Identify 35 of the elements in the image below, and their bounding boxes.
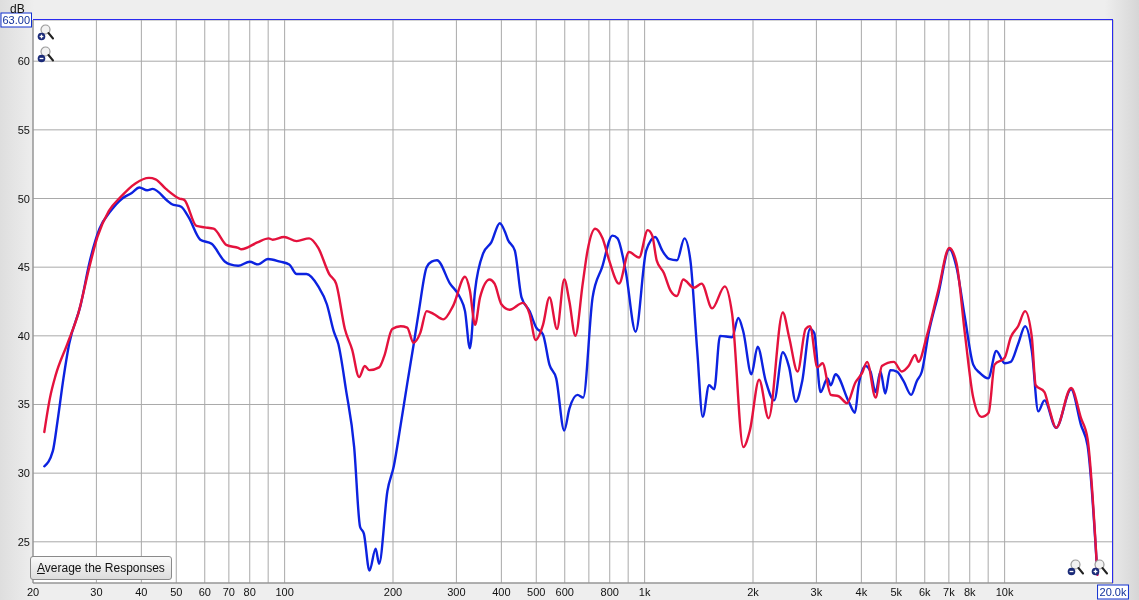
y-tick-label: 55 — [17, 123, 30, 136]
y-tick-label: 40 — [17, 329, 30, 342]
y-tick-label: 35 — [17, 398, 30, 411]
y-axis-title: dB — [10, 2, 25, 16]
x-tick-label: 20.0k — [1099, 586, 1127, 598]
x-tick-label: 2k — [747, 586, 760, 598]
x-tick-label: 600 — [555, 586, 574, 598]
y-tick-label: 30 — [17, 467, 30, 480]
x-tick-label: 80 — [243, 586, 256, 598]
x-tick-label: 50 — [170, 586, 183, 598]
x-tick-label: 40 — [135, 586, 148, 598]
x-tick-label: 7k — [943, 586, 956, 598]
x-tick-label: 200 — [383, 586, 403, 598]
x-tick-label: 300 — [447, 586, 466, 598]
y-tick-label: 60 — [17, 55, 30, 68]
x-tick-label: 10k — [995, 586, 1014, 598]
x-tick-label: 60 — [198, 586, 211, 598]
y-tick-label: 25 — [17, 535, 30, 548]
x-tick-label: 400 — [492, 586, 511, 598]
x-tick-label: 20 — [26, 586, 40, 598]
x-tick-label: 8k — [963, 586, 977, 598]
x-tick-label: 100 — [275, 586, 294, 598]
y-tick-label: 63.00 — [2, 14, 30, 26]
x-tick-label: 3k — [810, 586, 823, 598]
x-tick-label: 1k — [638, 586, 651, 598]
push-button: Average the Responses — [30, 556, 172, 580]
x-tick-label: 4k — [855, 586, 868, 598]
x-tick-label: 500 — [527, 586, 546, 598]
y-tick-label: 45 — [17, 261, 30, 274]
x-tick-label: 30 — [90, 586, 103, 598]
x-tick-label: 6k — [918, 586, 932, 598]
x-tick-label: 70 — [222, 586, 235, 598]
y-tick-label: 50 — [17, 192, 30, 205]
x-tick-label: 800 — [600, 586, 619, 598]
x-tick-label: 5k — [890, 586, 903, 598]
